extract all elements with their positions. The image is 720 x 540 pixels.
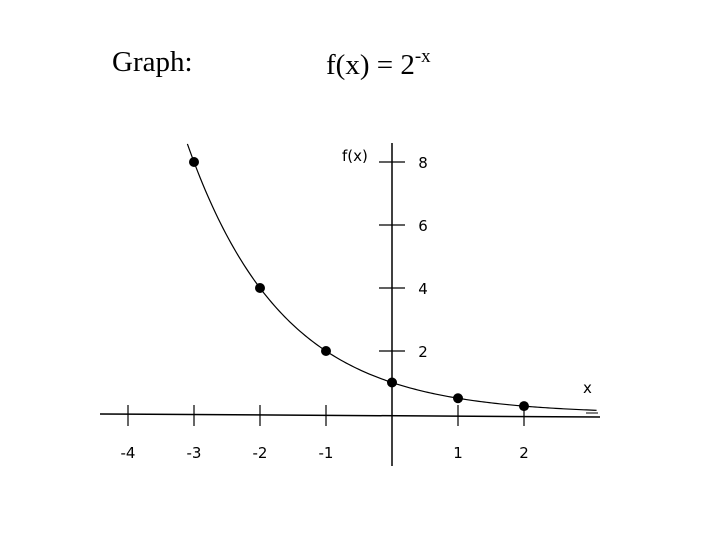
title-label: Graph: — [112, 46, 193, 78]
x-tick-label-5: 2 — [519, 444, 529, 462]
x-axis-line — [99, 413, 601, 418]
x-tick-label-3: -1 — [319, 444, 334, 462]
data-point-4 — [453, 393, 463, 404]
y-axis-label: f(x) — [342, 147, 368, 165]
data-point-3 — [387, 377, 397, 388]
slide-title: Graph: f(x) = 2-x — [0, 46, 720, 86]
labels-layer: -4 -3 -2 -1 1 2 2 4 6 8 f(x) x — [121, 147, 592, 462]
function-base: f(x) = 2 — [326, 49, 415, 81]
x-tick-label-0: -4 — [121, 444, 136, 462]
axes-layer — [99, 143, 601, 466]
x-axis-label: x — [583, 379, 592, 397]
x-tick-label-2: -2 — [253, 444, 268, 462]
y-tick-label-2: 6 — [418, 217, 428, 235]
title-function: f(x) = 2-x — [326, 46, 431, 82]
x-tick-label-1: -3 — [187, 444, 202, 462]
data-point-1 — [255, 283, 265, 293]
data-point-2 — [321, 346, 331, 356]
y-tick-label-3: 8 — [418, 154, 428, 172]
y-tick-label-0: 2 — [418, 343, 428, 361]
data-point-0 — [189, 157, 199, 167]
y-tick-label-1: 4 — [418, 280, 428, 298]
function-exponent: -x — [414, 46, 431, 67]
data-point-5 — [519, 401, 529, 412]
points-layer — [189, 157, 529, 412]
x-tick-label-4: 1 — [453, 444, 463, 462]
